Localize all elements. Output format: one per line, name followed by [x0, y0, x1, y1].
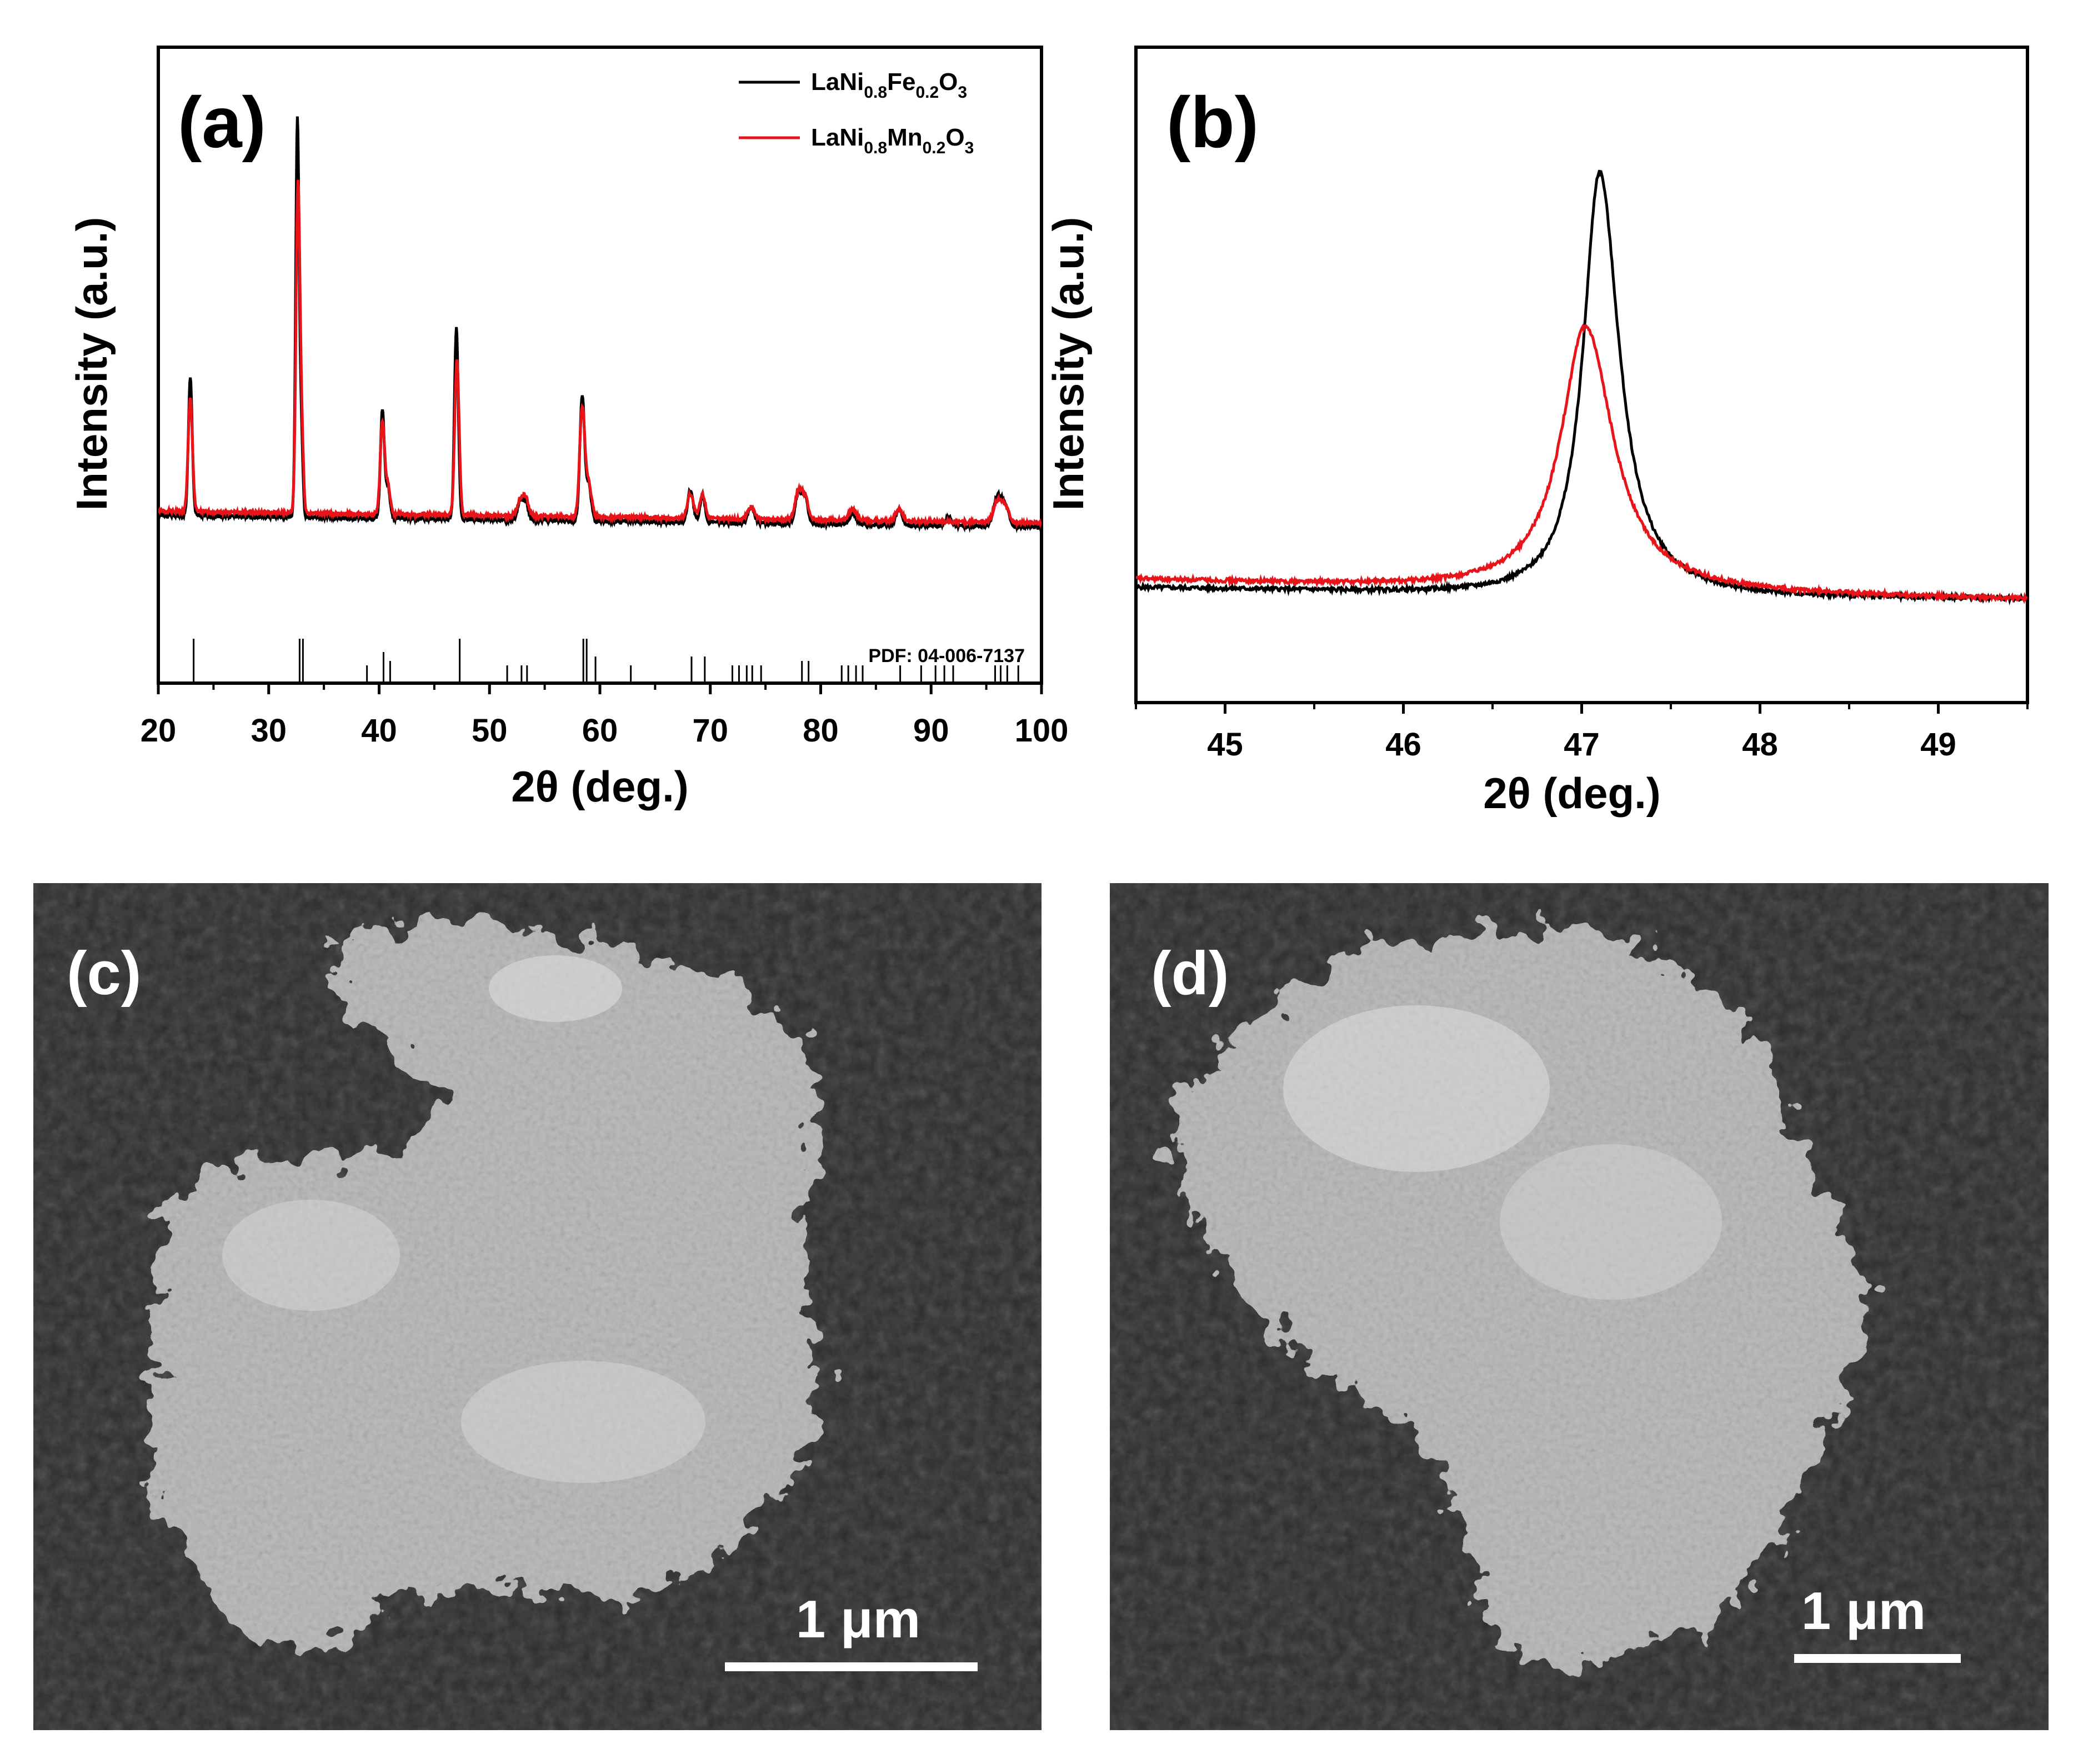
x-tick-label: 70 — [692, 713, 728, 749]
chart-b-y-axis-title: Intensity (a.u.) — [1044, 217, 1093, 511]
x-tick-label: 90 — [913, 713, 949, 749]
chart-a: (a) PDF: 04-006-7137 20 30 40 50 60 70 80 90 100… — [67, 46, 1069, 811]
chart-a-x-axis-title: 2θ (deg.) — [511, 762, 689, 811]
series-line — [1136, 323, 2027, 604]
chart-b-panel-label: (b) — [1166, 82, 1259, 163]
x-tick-label: 100 — [1015, 713, 1069, 749]
chart-a-y-axis-title: Intensity (a.u.) — [67, 217, 116, 511]
x-tick-label: 40 — [361, 713, 397, 749]
chart-b-plot-area — [1136, 169, 2027, 605]
x-tick-label: 47 — [1564, 726, 1600, 763]
sem-d-panel-label: (d) — [1151, 939, 1229, 1008]
series-line — [158, 179, 1041, 529]
legend-label: LaNi0.8Mn0.2O3 — [811, 124, 974, 157]
sem-d-scale-bar-label: 1 μm — [1801, 1581, 1926, 1641]
x-tick-label: 49 — [1920, 726, 1956, 763]
chart-a-reference-label: PDF: 04-006-7137 — [868, 645, 1025, 666]
x-tick-label: 46 — [1385, 726, 1421, 763]
chart-a-plot-area — [158, 116, 1041, 534]
x-tick-label: 45 — [1207, 726, 1243, 763]
sem-image-c: (c) 1 μm — [33, 883, 1041, 1730]
x-tick-label: 30 — [251, 713, 287, 749]
chart-a-legend: LaNi0.8Fe0.2O3 LaNi0.8Mn0.2O3 — [739, 68, 974, 157]
sem-c-scale-bar-label: 1 μm — [796, 1590, 920, 1649]
x-tick-label: 60 — [582, 713, 618, 749]
sem-d-scale-bar — [1794, 1654, 1961, 1663]
series-line — [158, 116, 1041, 534]
sem-c-panel-label: (c) — [67, 939, 141, 1008]
chart-b-x-axis: 45 46 47 48 49 — [1135, 703, 2029, 763]
chart-b: (b) 45 46 47 48 49 2θ (deg.) Intensity (a.u.… — [1044, 46, 2029, 818]
legend-label: LaNi0.8Fe0.2O3 — [811, 68, 967, 102]
chart-a-reference-pattern — [193, 639, 1019, 683]
x-tick-label: 80 — [803, 713, 839, 749]
chart-b-x-axis-title: 2θ (deg.) — [1483, 769, 1661, 818]
x-tick-label: 20 — [141, 713, 177, 749]
sem-image-d: (d) 1 μm — [1110, 883, 2049, 1730]
series-line — [1136, 169, 2027, 605]
x-tick-label: 50 — [472, 713, 508, 749]
x-tick-label: 48 — [1742, 726, 1778, 763]
chart-a-x-axis: 20 30 40 50 60 70 80 90 100 — [141, 683, 1069, 749]
chart-a-panel-label: (a) — [178, 82, 266, 163]
sem-c-scale-bar — [725, 1662, 978, 1671]
